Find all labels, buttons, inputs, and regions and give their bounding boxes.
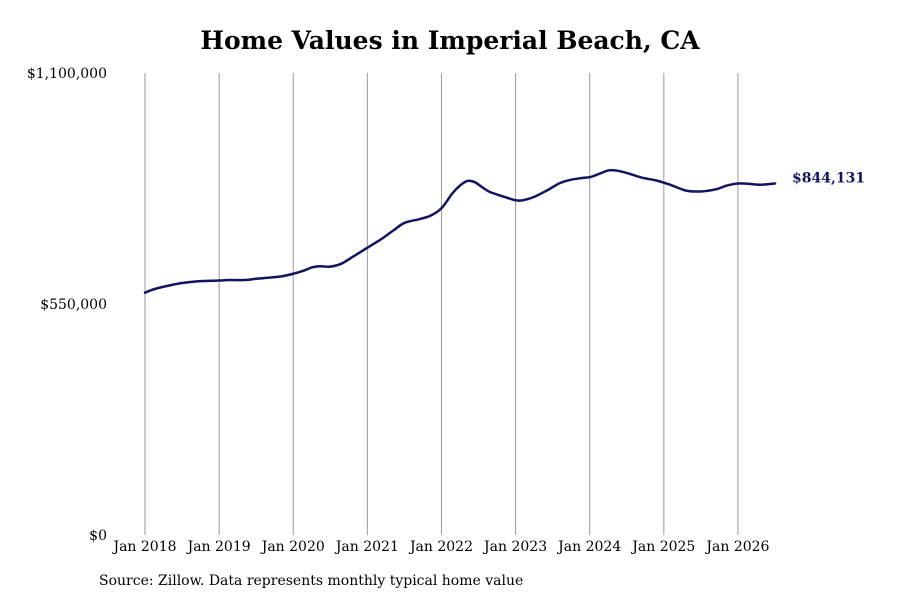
chart-title: Home Values in Imperial Beach, CA bbox=[200, 26, 700, 55]
x-tick-label: Jan 2018 bbox=[111, 539, 176, 555]
grid-lines bbox=[144, 73, 739, 535]
y-tick-label: $0 bbox=[89, 528, 107, 544]
x-tick-label: Jan 2023 bbox=[482, 539, 547, 555]
series-line bbox=[143, 168, 777, 294]
y-tick-label: $1,100,000 bbox=[27, 66, 107, 82]
x-tick-label: Jan 2026 bbox=[704, 539, 769, 555]
axis-tick-labels: Jan 2018 Jan 2019 Jan 2020 Jan 2021 Jan 2022… bbox=[27, 66, 770, 555]
y-tick-label: $550,000 bbox=[40, 297, 107, 313]
x-tick-label: Jan 2020 bbox=[260, 539, 325, 555]
x-tick-label: Jan 2024 bbox=[556, 539, 621, 555]
x-tick-label: Jan 2022 bbox=[408, 539, 473, 555]
x-tick-label: Jan 2019 bbox=[186, 539, 251, 555]
last-value-label: $844,131 bbox=[792, 170, 865, 186]
source-note: Source: Zillow. Data represents monthly … bbox=[99, 573, 524, 589]
series-layer bbox=[143, 168, 777, 294]
x-tick-label: Jan 2025 bbox=[630, 539, 695, 555]
x-tick-label: Jan 2021 bbox=[334, 539, 399, 555]
